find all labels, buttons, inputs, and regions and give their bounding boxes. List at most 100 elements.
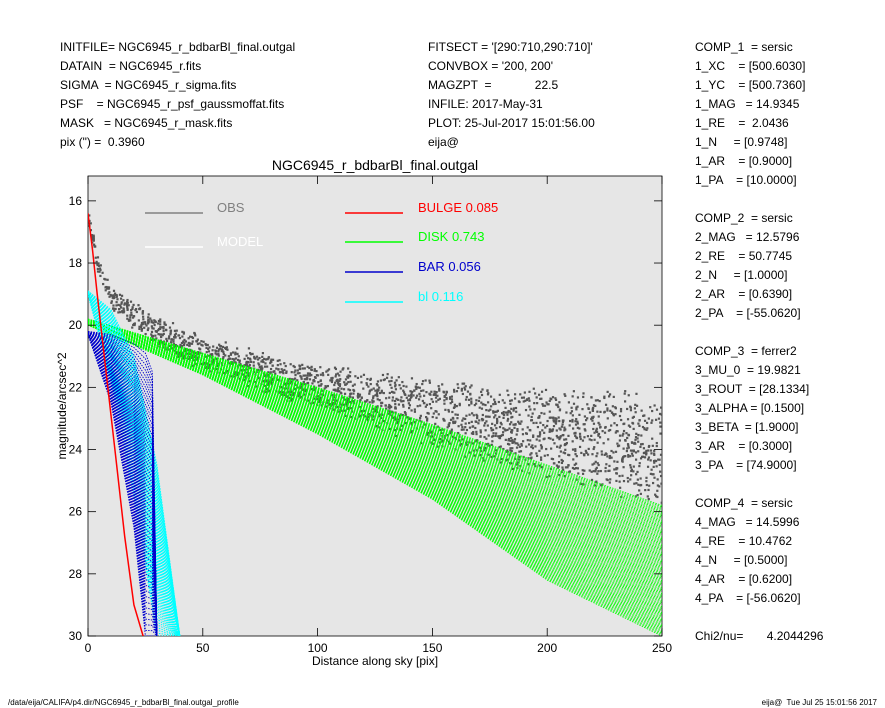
obs-point: [263, 365, 267, 368]
obs-point: [158, 342, 161, 346]
obs-point: [563, 452, 567, 455]
obs-point: [372, 396, 375, 399]
obs-point: [199, 348, 202, 351]
obs-point: [490, 427, 493, 430]
obs-point: [656, 484, 659, 487]
obs-point: [533, 463, 536, 466]
obs-point: [293, 387, 296, 390]
obs-point: [430, 398, 433, 401]
obs-point: [619, 486, 622, 489]
obs-point: [300, 395, 303, 398]
obs-point: [594, 430, 598, 433]
obs-point: [168, 326, 172, 329]
obs-point: [620, 418, 623, 422]
obs-point: [190, 335, 194, 339]
obs-point: [374, 394, 377, 397]
obs-point: [551, 438, 555, 441]
obs-point: [639, 492, 642, 495]
obs-point: [611, 405, 614, 408]
obs-point: [248, 364, 251, 367]
obs-point: [540, 445, 543, 448]
obs-point: [180, 352, 183, 355]
obs-point: [252, 361, 255, 364]
obs-point: [634, 403, 637, 406]
obs-point: [110, 300, 113, 303]
obs-point: [486, 415, 489, 418]
obs-point: [630, 452, 634, 455]
obs-point: [550, 457, 553, 460]
obs-point: [603, 453, 606, 456]
obs-point: [258, 356, 261, 360]
obs-point: [485, 437, 488, 440]
obs-point: [107, 286, 111, 289]
obs-point: [494, 434, 497, 437]
obs-point: [141, 310, 145, 313]
obs-point: [266, 365, 269, 368]
obs-point: [306, 365, 309, 368]
obs-point: [266, 358, 269, 361]
obs-point: [240, 369, 243, 372]
obs-point: [261, 367, 264, 370]
obs-point: [390, 376, 393, 379]
obs-point: [656, 495, 659, 499]
obs-point: [590, 417, 593, 421]
obs-point: [637, 483, 640, 486]
obs-point: [334, 381, 337, 384]
obs-point: [217, 352, 220, 356]
obs-point: [574, 420, 577, 423]
obs-point: [489, 395, 493, 398]
obs-point: [347, 374, 350, 377]
obs-point: [618, 434, 622, 437]
obs-point: [611, 411, 614, 414]
obs-point: [531, 444, 534, 447]
obs-point: [546, 403, 549, 406]
obs-point: [408, 417, 411, 421]
obs-point: [348, 375, 352, 378]
obs-point: [461, 438, 464, 441]
obs-point: [622, 429, 626, 433]
obs-point: [655, 408, 659, 411]
disk-band-line: [88, 318, 662, 509]
obs-point: [267, 356, 270, 359]
obs-point: [270, 358, 273, 361]
obs-point: [266, 383, 269, 386]
obs-point: [539, 397, 542, 401]
obs-point: [515, 433, 518, 436]
obs-point: [461, 419, 464, 422]
obs-point: [96, 256, 100, 259]
obs-point: [592, 404, 596, 407]
obs-point: [231, 351, 235, 354]
obs-point: [590, 439, 593, 442]
obs-point: [654, 495, 658, 498]
obs-point: [561, 459, 564, 463]
bl-band-line: [88, 292, 181, 636]
obs-point: [660, 413, 662, 416]
obs-point: [631, 421, 634, 425]
obs-point: [222, 372, 225, 375]
obs-point: [576, 405, 579, 408]
obs-point: [656, 489, 659, 492]
obs-point: [491, 422, 494, 425]
disk-band-line: [88, 321, 662, 577]
obs-point: [575, 455, 578, 458]
obs-point: [501, 433, 504, 437]
parameter-line: 2_N = [1.0000]: [695, 268, 788, 282]
obs-point: [579, 437, 582, 441]
obs-point: [472, 430, 475, 434]
obs-point: [479, 429, 482, 432]
obs-point: [201, 344, 204, 347]
obs-point: [446, 433, 449, 437]
obs-point: [408, 398, 411, 401]
obs-point: [292, 364, 295, 368]
obs-point: [512, 440, 515, 444]
header-left: INITFILE= NGC6945_r_bdbarBl_final.outgal…: [60, 38, 295, 152]
obs-point: [182, 332, 185, 335]
obs-point: [624, 439, 627, 442]
obs-point: [349, 380, 352, 383]
obs-point: [390, 379, 393, 383]
obs-point: [531, 412, 534, 415]
obs-point: [92, 236, 95, 239]
obs-point: [130, 309, 133, 312]
obs-point: [588, 469, 591, 472]
obs-point: [490, 429, 493, 432]
